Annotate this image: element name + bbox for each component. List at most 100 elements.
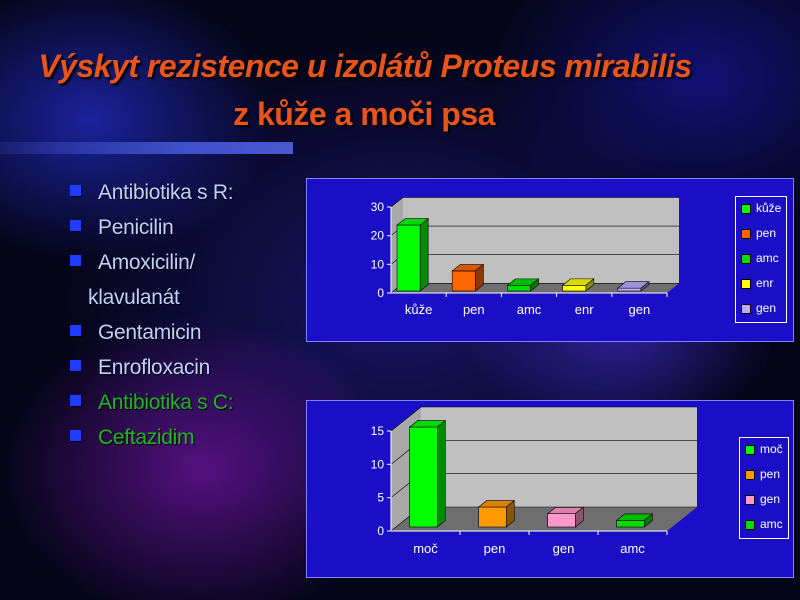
bullet-text: Penicilin <box>98 216 174 239</box>
legend-label: kůže <box>756 201 782 215</box>
bar-side <box>506 499 515 528</box>
legend-item: moč <box>740 438 788 463</box>
bar-front <box>451 270 476 292</box>
bullet-text: Gentamicin <box>98 321 202 344</box>
gridline-side <box>390 197 404 208</box>
square-bullet-icon <box>70 185 81 196</box>
y-tick-label: 30 <box>371 200 385 214</box>
legend-item: gen <box>736 297 786 322</box>
bar-pen <box>477 499 516 528</box>
square-bullet-icon <box>70 220 81 231</box>
square-bullet-icon <box>70 430 81 441</box>
legend-swatch <box>745 445 755 455</box>
chart-urine-svg: 0 5 10 15 moč pen gen amc <box>371 406 697 556</box>
chart-skin: 0 10 20 30 kůže pen amc enr gen kůže pen amc enr gen <box>306 178 794 342</box>
x-tick-label: gen <box>629 302 651 317</box>
bar-side <box>437 419 446 528</box>
y-tick-label: 20 <box>371 229 385 243</box>
chart-urine-legend: moč pen gen amc <box>739 437 789 539</box>
legend-item: pen <box>736 222 786 247</box>
legend-swatch <box>741 254 751 264</box>
legend-label: moč <box>760 442 783 456</box>
bar-front <box>409 426 438 528</box>
bar-side <box>574 506 584 528</box>
legend-item: amc <box>740 513 788 538</box>
y-tick-label: 10 <box>371 257 385 271</box>
bar-front <box>617 287 642 292</box>
square-bullet-icon <box>70 395 81 406</box>
y-tick-label: 0 <box>377 524 384 538</box>
legend-label: gen <box>760 492 781 506</box>
legend-swatch <box>741 204 751 214</box>
legend-swatch <box>741 229 751 239</box>
legend-label: gen <box>756 301 777 315</box>
legend-swatch <box>745 470 755 480</box>
chart-skin-svg: 0 10 20 30 kůže pen amc enr gen <box>371 197 679 317</box>
x-tick-label: kůže <box>405 302 432 317</box>
bullet-text: Enrofloxacin <box>98 356 210 379</box>
legend-item: enr <box>736 272 786 297</box>
legend-item: pen <box>740 463 788 488</box>
bar-side <box>419 218 429 292</box>
slide-title-line1: Výskyt rezistence u izolátů Proteus mira… <box>38 48 692 84</box>
bullet-item-continuation: klavulanát <box>68 283 233 318</box>
legend-label: amc <box>760 517 783 531</box>
square-bullet-icon <box>70 325 81 336</box>
legend-label: pen <box>756 226 777 240</box>
chart-skin-legend: kůže pen amc enr gen <box>735 196 787 323</box>
x-tick-label: pen <box>484 541 506 556</box>
bar-gen <box>546 506 585 528</box>
legend-swatch <box>745 520 755 530</box>
bar-amc <box>615 513 654 528</box>
x-tick-label: gen <box>553 541 575 556</box>
bullet-item: Ceftazidim <box>68 423 233 458</box>
legend-item: kůže <box>736 197 786 222</box>
x-tick-label: moč <box>413 541 438 556</box>
gridline-side <box>390 406 422 432</box>
x-tick-label: amc <box>620 541 645 556</box>
bar-pen <box>451 263 485 292</box>
bullet-text: Antibiotika s R: <box>98 181 234 204</box>
y-tick-label: 0 <box>377 286 384 300</box>
title-underline-stripe <box>0 142 293 154</box>
legend-label: amc <box>756 251 779 265</box>
legend-swatch <box>741 304 751 314</box>
chart-back-wall <box>421 407 697 507</box>
bar-front <box>616 520 645 528</box>
legend-label: pen <box>760 467 781 481</box>
bar-front <box>562 284 587 292</box>
bar-front <box>396 224 421 292</box>
bullet-item: Enrofloxacin <box>68 353 233 388</box>
bar-amc <box>506 278 540 292</box>
chart-back-wall <box>403 197 679 284</box>
bar-kůže <box>396 218 430 292</box>
legend-swatch <box>741 279 751 289</box>
bullet-item: Amoxicilin/ <box>68 248 233 283</box>
bar-side <box>640 281 650 292</box>
bar-enr <box>561 278 595 292</box>
y-tick-label: 10 <box>371 457 385 471</box>
y-tick-label: 15 <box>371 424 385 438</box>
legend-label: enr <box>756 276 774 290</box>
legend-swatch <box>745 495 755 505</box>
square-bullet-icon <box>70 255 81 266</box>
bullet-item: Antibiotika s C: <box>68 388 234 423</box>
bar-side <box>585 278 595 292</box>
bullet-item: Gentamicin <box>68 318 233 353</box>
bullet-list: Antibiotika s R: Penicilin Amoxicilin/ k… <box>68 178 234 458</box>
bar-front <box>547 513 576 528</box>
chart-urine: 0 5 10 15 moč pen gen amc moč pen gen amc <box>306 400 794 578</box>
bar-front <box>507 284 531 292</box>
x-tick-label: amc <box>517 302 542 317</box>
bar-front <box>478 506 507 528</box>
bullet-item: Antibiotika s R: <box>68 178 234 213</box>
x-tick-label: enr <box>575 302 594 317</box>
bar-side <box>643 513 653 528</box>
bar-side <box>475 263 484 292</box>
legend-item: amc <box>736 247 786 272</box>
y-tick-label: 5 <box>377 491 384 505</box>
bullet-text: klavulanát <box>88 286 180 309</box>
bar-side <box>530 278 539 292</box>
slide-title-line2: z kůže a moči psa <box>233 96 495 132</box>
legend-item: gen <box>740 488 788 513</box>
